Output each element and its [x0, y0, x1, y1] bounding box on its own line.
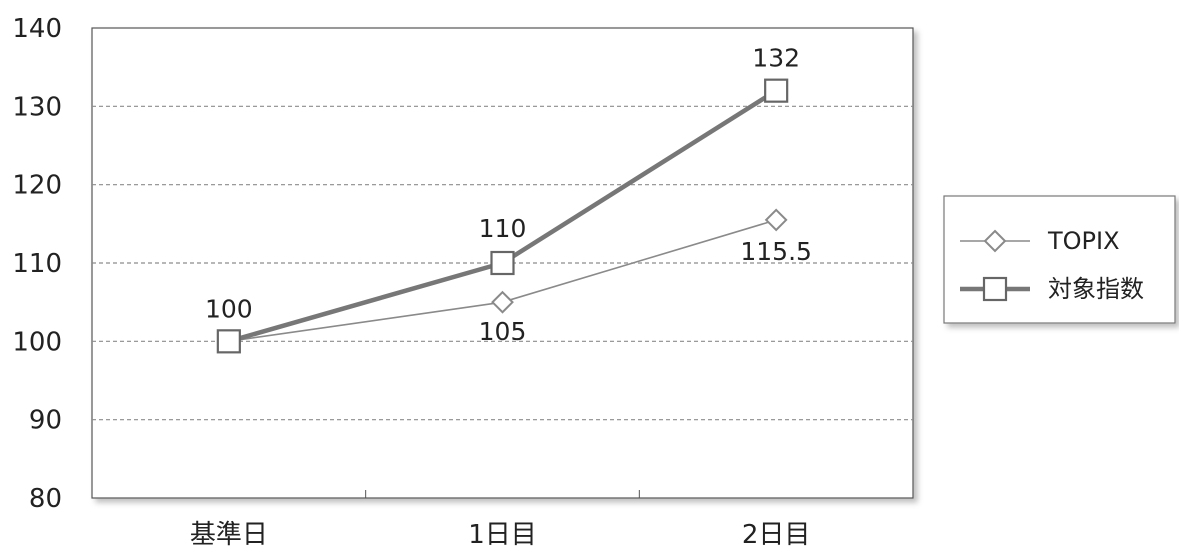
y-tick-label: 130: [12, 92, 62, 122]
y-tick-label: 90: [29, 406, 62, 436]
y-tick-label: 100: [12, 327, 62, 357]
y-tick-label: 80: [29, 484, 62, 514]
data-label: 115.5: [740, 237, 812, 266]
target-index-point: [764, 78, 789, 103]
y-tick-label: 110: [12, 249, 62, 279]
target-index-point: [490, 250, 515, 276]
x-tick-label: 1日目: [468, 520, 537, 550]
target-index-point: [216, 329, 241, 354]
legend-diamond-marker: [983, 229, 1007, 253]
topix-point: [764, 208, 788, 232]
data-label: 100: [205, 294, 253, 323]
data-label: 132: [752, 44, 800, 73]
data-label: 105: [479, 317, 527, 346]
x-tick-label: 基準日: [190, 520, 268, 550]
legend-label: TOPIX: [1047, 227, 1120, 255]
legend-box: [943, 195, 1176, 324]
topix-point: [491, 290, 514, 314]
y-tick-label: 120: [12, 171, 62, 201]
y-tick-label: 140: [12, 14, 62, 44]
legend-square-marker: [982, 276, 1008, 302]
data-label: 110: [479, 214, 527, 243]
x-tick-label: 2日目: [742, 520, 811, 550]
legend-label: 対象指数: [1048, 275, 1144, 303]
